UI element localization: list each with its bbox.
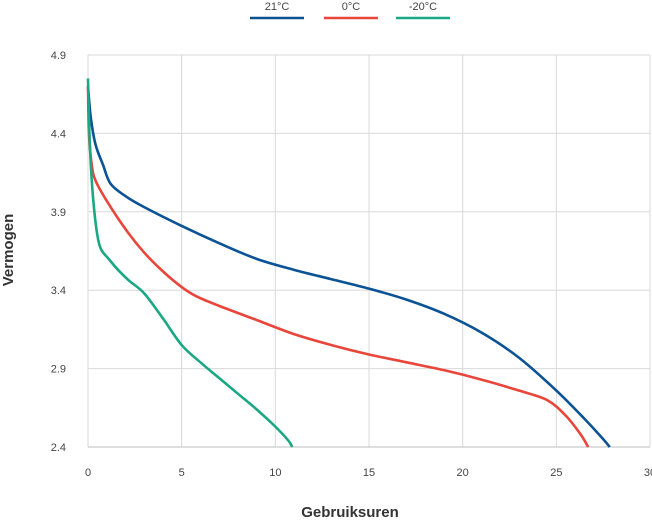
x-tick-label: 25: [550, 467, 562, 479]
x-tick-label: 10: [269, 467, 281, 479]
series-line-1: [86, 86, 590, 448]
x-tick-label: 30: [644, 467, 652, 479]
legend: 21°C 0°C -20°C: [250, 1, 450, 20]
series-line-2: [86, 78, 294, 448]
series-lines: [86, 78, 611, 448]
grid: [87, 54, 651, 448]
x-tick-label: 5: [179, 467, 185, 479]
tick-labels: 0 5 10 15 20 25 30 2.4 2.9 3.4 3.9 4.4 4.9: [51, 50, 652, 479]
y-tick-label: 3.4: [51, 285, 66, 297]
series-line-0: [86, 86, 611, 448]
y-tick-label: 4.9: [51, 50, 66, 62]
x-axis-title: Gebruiksuren: [301, 504, 399, 521]
x-tick-label: 20: [457, 467, 469, 479]
legend-label: -20°C: [409, 1, 437, 13]
y-tick-label: 3.9: [51, 207, 66, 219]
y-tick-label: 2.9: [51, 364, 66, 376]
y-axis-title: Vermogen: [0, 214, 17, 287]
legend-label: 0°C: [342, 1, 361, 13]
x-tick-label: 0: [85, 467, 91, 479]
x-tick-label: 15: [363, 467, 375, 479]
y-tick-label: 2.4: [51, 442, 66, 454]
legend-label: 21°C: [265, 1, 290, 13]
y-tick-label: 4.4: [51, 128, 66, 140]
